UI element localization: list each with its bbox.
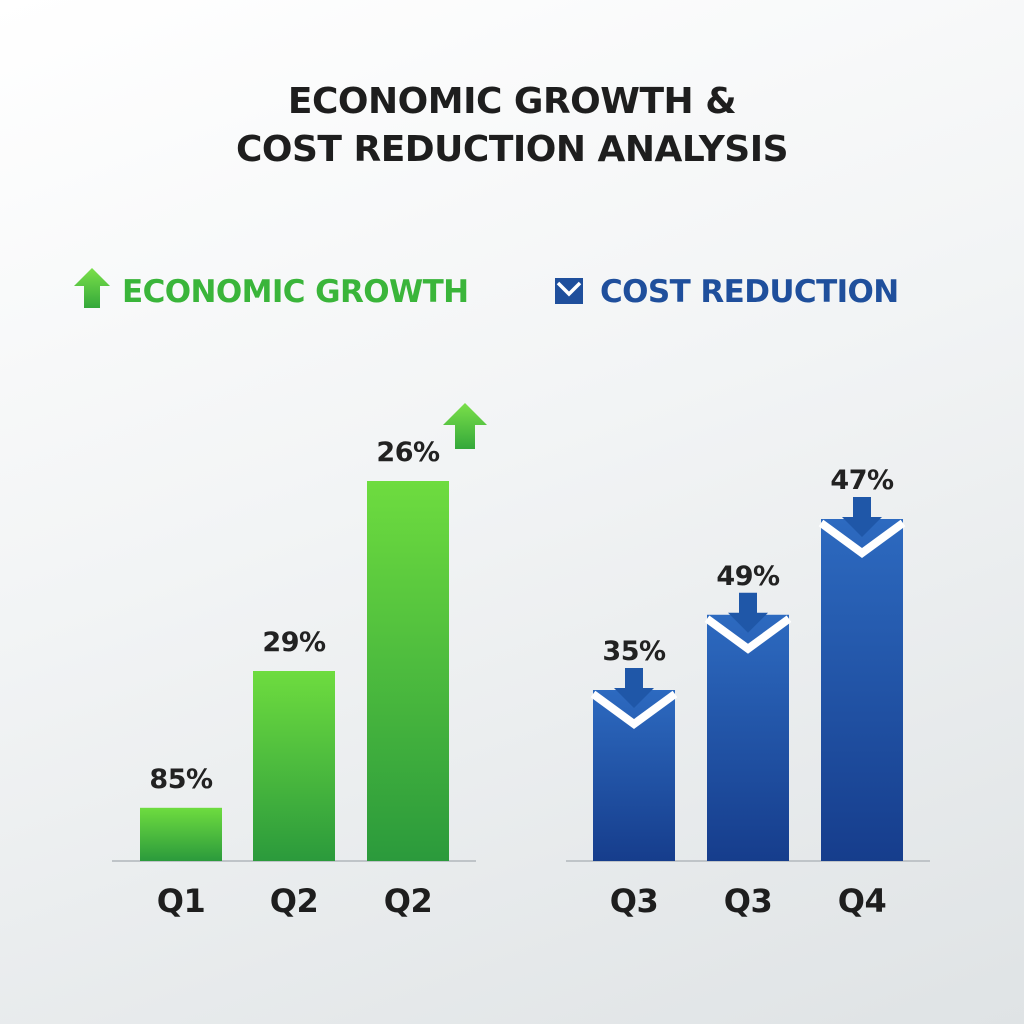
tick-label-1-0: Q3 [610, 882, 658, 920]
envelope-check-icon [555, 278, 583, 304]
data-label-0-0: 85% [149, 764, 213, 795]
tick-label-1-1: Q3 [724, 882, 772, 920]
bar-notch-1-2 [818, 519, 906, 558]
down-arrow-icon-1 [728, 592, 768, 633]
bar-1-0 [593, 690, 675, 861]
tick-label-1-2: Q4 [838, 882, 886, 920]
bar-0-0 [140, 807, 222, 861]
chart-title-line-2: COST REDUCTION ANALYSIS [235, 129, 789, 170]
up-arrow-icon [74, 268, 110, 308]
bar-1-1 [707, 614, 789, 861]
bar-notch-1-1 [704, 615, 792, 654]
legend-label-cost-reduction: COST REDUCTION [600, 274, 899, 310]
chart-title: ECONOMIC GROWTH & COST REDUCTION ANALYSI… [0, 78, 1024, 174]
bar-0-1 [253, 671, 335, 861]
growth-up-arrow-icon [443, 403, 487, 449]
data-label-0-2: 26% [376, 437, 440, 468]
down-arrow-icon-2 [842, 497, 882, 537]
data-label-1-2: 47% [830, 465, 894, 496]
bar-0-2 [367, 481, 449, 861]
data-label-1-1: 49% [716, 561, 780, 592]
bar-notch-1-0 [590, 690, 678, 729]
data-label-1-0: 35% [602, 636, 666, 667]
tick-label-0-0: Q1 [157, 882, 205, 920]
tick-label-0-1: Q2 [270, 882, 318, 920]
data-label-0-1: 29% [262, 627, 326, 658]
down-arrow-icon-0 [614, 668, 654, 708]
bar-1-2 [821, 519, 903, 861]
legend-economic-growth: ECONOMIC GROWTH [74, 268, 469, 310]
tick-label-0-2: Q2 [384, 882, 432, 920]
chart-title-line-1: ECONOMIC GROWTH & [287, 81, 737, 122]
legend-cost-reduction: COST REDUCTION [555, 274, 899, 310]
legend-label-economic-growth: ECONOMIC GROWTH [122, 274, 468, 310]
